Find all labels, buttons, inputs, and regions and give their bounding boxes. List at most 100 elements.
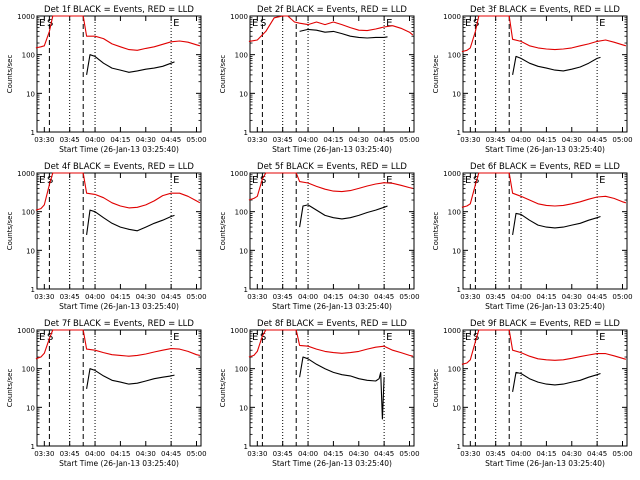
lld-series-line bbox=[35, 329, 201, 360]
y-tick-label: 1000 bbox=[230, 327, 248, 335]
y-tick-label: 10 bbox=[452, 404, 461, 412]
x-axis-label: Start Time (26-Jan-13 03:25:40) bbox=[485, 302, 605, 311]
y-tick-label: 1 bbox=[244, 443, 248, 451]
plot-frame bbox=[249, 15, 415, 133]
lld-series-line bbox=[248, 329, 414, 358]
y-tick-label: 1 bbox=[31, 129, 35, 137]
x-tick-label: 04:15 bbox=[536, 293, 556, 301]
y-tick-label: 1 bbox=[457, 129, 461, 137]
panel-det-2: Det 2f BLACK = Events, RED = LLD Counts/s… bbox=[219, 5, 420, 154]
y-tick-label: 100 bbox=[22, 209, 35, 217]
marker-label-e-end: E bbox=[599, 175, 605, 186]
marker-label-e-end: E bbox=[386, 332, 392, 343]
y-tick-label: 1 bbox=[244, 129, 248, 137]
x-axis-label: Start Time (26-Jan-13 03:25:40) bbox=[272, 302, 392, 311]
y-tick-label: 10 bbox=[26, 404, 35, 412]
x-tick-label: 04:30 bbox=[136, 293, 156, 301]
x-tick-label: 03:30 bbox=[34, 450, 54, 458]
y-tick-label: 10 bbox=[452, 90, 461, 98]
y-tick-label: 10 bbox=[26, 247, 35, 255]
x-tick-label: 05:00 bbox=[399, 136, 419, 144]
x-axis-label: Start Time (26-Jan-13 03:25:40) bbox=[272, 145, 392, 154]
panel-det-6: Det 6f BLACK = Events, RED = LLD Counts/s… bbox=[432, 162, 633, 311]
x-tick-label: 05:00 bbox=[186, 136, 206, 144]
y-axis-label: Counts/sec bbox=[6, 55, 14, 94]
marker-label-s: S bbox=[47, 18, 53, 29]
marker-label-e-start: E bbox=[39, 175, 45, 186]
marker-label-e-start: E bbox=[252, 332, 258, 343]
x-tick-label: 03:45 bbox=[60, 293, 80, 301]
x-tick-label: 04:45 bbox=[587, 450, 607, 458]
x-tick-label: 04:00 bbox=[298, 136, 318, 144]
y-axis-label: Counts/sec bbox=[219, 55, 227, 94]
panel-title: Det 3f BLACK = Events, RED = LLD bbox=[470, 5, 620, 15]
events-series-line bbox=[86, 209, 175, 235]
y-axis-label: Counts/sec bbox=[6, 212, 14, 251]
plot-frame bbox=[462, 329, 628, 447]
marker-label-e-start: E bbox=[252, 175, 258, 186]
y-tick-label: 1000 bbox=[17, 170, 35, 178]
y-tick-label: 1000 bbox=[230, 13, 248, 21]
x-tick-label: 04:45 bbox=[587, 136, 607, 144]
plot-frame bbox=[249, 172, 415, 290]
lld-series-line bbox=[461, 329, 627, 365]
x-tick-label: 03:30 bbox=[460, 136, 480, 144]
y-tick-label: 1000 bbox=[443, 327, 461, 335]
panel-title: Det 2f BLACK = Events, RED = LLD bbox=[257, 5, 407, 15]
x-tick-label: 03:45 bbox=[486, 136, 506, 144]
x-tick-label: 04:45 bbox=[374, 136, 394, 144]
events-series-line bbox=[299, 356, 385, 420]
y-axis-label: Counts/sec bbox=[432, 55, 440, 94]
y-axis-label: Counts/sec bbox=[219, 369, 227, 408]
x-tick-label: 04:45 bbox=[161, 450, 181, 458]
y-tick-label: 100 bbox=[235, 52, 248, 60]
x-tick-label: 03:30 bbox=[247, 136, 267, 144]
x-tick-label: 04:00 bbox=[511, 293, 531, 301]
x-tick-label: 05:00 bbox=[612, 293, 632, 301]
marker-label-s: S bbox=[260, 332, 266, 343]
y-tick-label: 100 bbox=[448, 52, 461, 60]
panel-title: Det 4f BLACK = Events, RED = LLD bbox=[44, 162, 194, 172]
marker-label-e-start: E bbox=[39, 332, 45, 343]
panel-det-9: Det 9f BLACK = Events, RED = LLD Counts/s… bbox=[432, 319, 633, 468]
x-tick-label: 04:30 bbox=[136, 450, 156, 458]
y-axis-label: Counts/sec bbox=[219, 212, 227, 251]
x-tick-label: 05:00 bbox=[399, 293, 419, 301]
x-tick-label: 03:45 bbox=[273, 136, 293, 144]
x-tick-label: 04:00 bbox=[511, 136, 531, 144]
y-axis-label: Counts/sec bbox=[432, 369, 440, 408]
x-axis-label: Start Time (26-Jan-13 03:25:40) bbox=[485, 145, 605, 154]
plot-frame bbox=[462, 172, 628, 290]
x-tick-label: 03:30 bbox=[247, 450, 267, 458]
x-axis-label: Start Time (26-Jan-13 03:25:40) bbox=[272, 459, 392, 468]
x-tick-label: 05:00 bbox=[612, 450, 632, 458]
marker-label-e-start: E bbox=[252, 18, 258, 29]
y-tick-label: 1000 bbox=[17, 13, 35, 21]
marker-label-e-end: E bbox=[173, 18, 179, 29]
x-tick-label: 04:00 bbox=[298, 450, 318, 458]
x-tick-label: 04:15 bbox=[110, 450, 130, 458]
x-tick-label: 03:30 bbox=[460, 293, 480, 301]
x-tick-label: 03:30 bbox=[34, 293, 54, 301]
y-tick-label: 1000 bbox=[443, 13, 461, 21]
marker-label-s: S bbox=[260, 18, 266, 29]
x-tick-label: 04:30 bbox=[136, 136, 156, 144]
marker-label-e-end: E bbox=[173, 332, 179, 343]
panel-det-1: Det 1f BLACK = Events, RED = LLD Counts/s… bbox=[6, 5, 207, 154]
plot-frame bbox=[462, 15, 628, 133]
y-tick-label: 10 bbox=[452, 247, 461, 255]
lld-series-line bbox=[461, 172, 627, 208]
events-series-line bbox=[512, 55, 601, 75]
x-axis-label: Start Time (26-Jan-13 03:25:40) bbox=[59, 459, 179, 468]
y-tick-label: 1000 bbox=[230, 170, 248, 178]
marker-label-e-start: E bbox=[39, 18, 45, 29]
x-tick-label: 04:45 bbox=[161, 136, 181, 144]
x-tick-label: 04:30 bbox=[562, 293, 582, 301]
panel-title: Det 6f BLACK = Events, RED = LLD bbox=[470, 162, 620, 172]
y-tick-label: 10 bbox=[239, 90, 248, 98]
events-series-line bbox=[512, 212, 601, 235]
x-tick-label: 04:15 bbox=[323, 136, 343, 144]
x-tick-label: 04:00 bbox=[85, 136, 105, 144]
lld-series-line bbox=[248, 172, 414, 201]
